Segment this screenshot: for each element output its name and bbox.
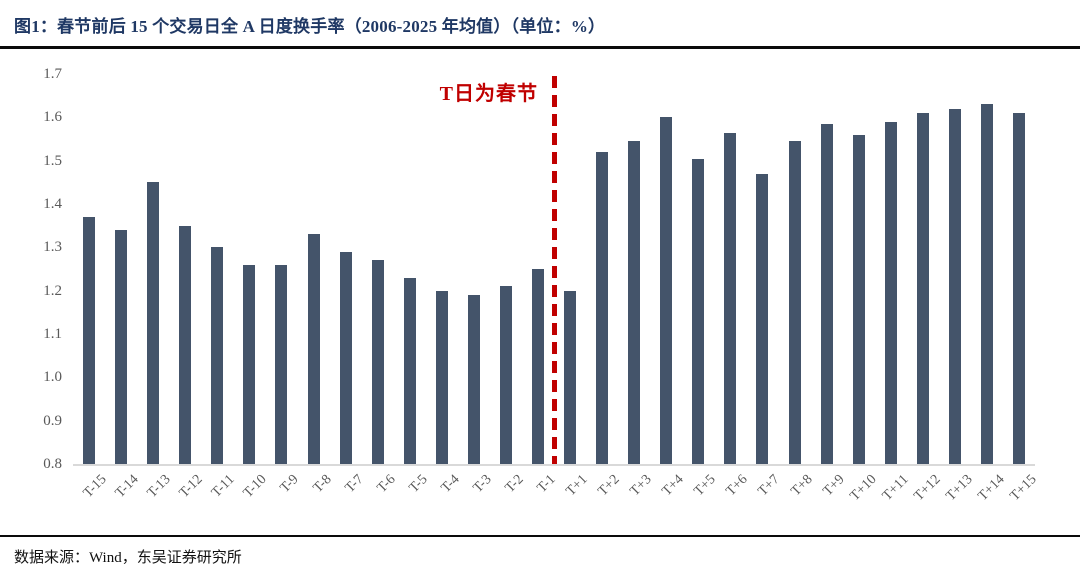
bar-T+9 bbox=[820, 123, 833, 464]
figure-title: 图1：春节前后 15 个交易日全 A 日度换手率（2006-2025 年均值）（… bbox=[14, 17, 606, 36]
bar-T-4 bbox=[435, 290, 448, 464]
bar-T+12 bbox=[916, 113, 929, 464]
y-axis-label: 1.4 bbox=[43, 196, 62, 212]
bar-T+4 bbox=[660, 117, 673, 464]
y-axis-label: 1.1 bbox=[43, 326, 62, 342]
bar-T+13 bbox=[948, 108, 961, 464]
festival-annotation: T日为春节 bbox=[439, 83, 538, 105]
y-axis-label: 1.7 bbox=[43, 66, 62, 82]
bar-T+7 bbox=[756, 173, 769, 464]
bar-T-10 bbox=[243, 264, 256, 464]
chart-area: 0.8 0.9 1.0 1.1 1.2 1.3 1.4 1.5 1.6 1.7 T日为春节 T-1… bbox=[0, 49, 1080, 535]
bar-T+5 bbox=[692, 158, 705, 464]
figure-header: 图1：春节前后 15 个交易日全 A 日度换手率（2006-2025 年均值）（… bbox=[0, 0, 1080, 46]
y-axis-label: 0.8 bbox=[43, 456, 62, 472]
bar-T+2 bbox=[596, 152, 609, 464]
bar-T-15 bbox=[83, 217, 96, 464]
bar-T-2 bbox=[499, 286, 512, 464]
bar-T-11 bbox=[211, 247, 224, 464]
bar-T-3 bbox=[467, 295, 480, 464]
bar-T+11 bbox=[884, 121, 897, 464]
bar-T+1 bbox=[564, 290, 577, 464]
bar-T-1 bbox=[531, 269, 544, 464]
data-source-text: 数据来源：Wind，东吴证券研究所 bbox=[14, 550, 242, 566]
y-axis-label: 0.9 bbox=[43, 412, 62, 429]
bar-T-12 bbox=[179, 225, 192, 464]
figure-footer: 数据来源：Wind，东吴证券研究所 bbox=[0, 537, 1080, 576]
bar-T-9 bbox=[275, 264, 288, 464]
header-divider-line bbox=[0, 46, 1080, 49]
plot-area: T日为春节 T-15 T-14 T-13 T-12 T-11 T-10 T-9 T-8 T-7 T… bbox=[73, 74, 1040, 504]
bar-T-13 bbox=[147, 182, 160, 464]
bar-T+15 bbox=[1012, 113, 1025, 464]
y-axis-label: 1.2 bbox=[43, 282, 62, 299]
bar-T+8 bbox=[788, 141, 801, 464]
bar-T-8 bbox=[307, 234, 320, 464]
bar-T+3 bbox=[628, 141, 641, 464]
y-axis-label: 1.3 bbox=[43, 239, 62, 256]
y-axis-label: 1.6 bbox=[43, 109, 62, 126]
bar-T+6 bbox=[724, 132, 737, 464]
bar-T-7 bbox=[339, 251, 352, 464]
festival-divider-line bbox=[551, 76, 557, 464]
bar-T-14 bbox=[115, 230, 128, 464]
bar-T+14 bbox=[980, 104, 993, 464]
y-axis-label: 1.5 bbox=[43, 152, 62, 169]
bar-T-6 bbox=[371, 260, 384, 464]
footer-divider-line bbox=[0, 535, 1080, 537]
bar-T+10 bbox=[852, 134, 865, 464]
y-axis-label: 1.0 bbox=[43, 369, 62, 386]
bar-T-5 bbox=[403, 277, 416, 464]
